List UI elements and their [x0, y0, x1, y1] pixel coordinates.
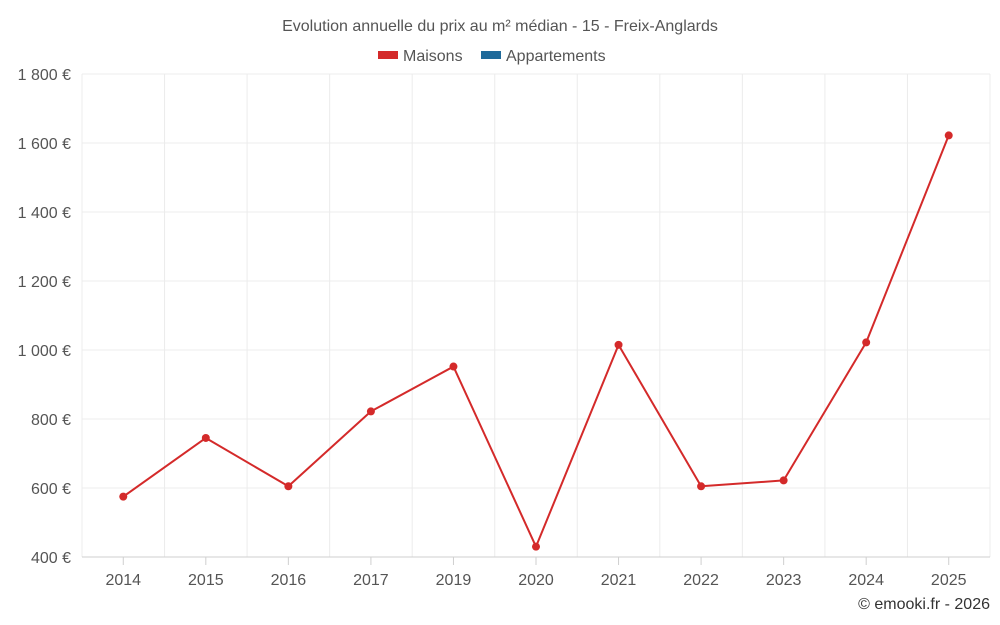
legend-item-appartements[interactable]: Appartements	[481, 48, 606, 65]
data-point[interactable]	[201, 433, 210, 442]
x-tick-label: 2020	[518, 572, 554, 589]
x-tick-label: 2022	[683, 572, 719, 589]
x-tick-label: 2023	[766, 572, 802, 589]
data-point[interactable]	[779, 476, 788, 485]
legend: Maisons Appartements	[378, 48, 606, 65]
data-point[interactable]	[119, 492, 128, 501]
data-point[interactable]	[862, 338, 871, 347]
x-tick-label: 2019	[436, 572, 472, 589]
chart-title: Evolution annuelle du prix au m² médian …	[282, 18, 718, 35]
x-tick-label: 2024	[848, 572, 884, 589]
x-tick-label: 2014	[105, 572, 141, 589]
data-point[interactable]	[944, 131, 953, 140]
y-tick-label: 1 800 €	[18, 67, 71, 84]
legend-swatch-appartements	[481, 51, 501, 59]
grid	[81, 73, 991, 557]
data-point[interactable]	[697, 482, 706, 491]
x-tick-label: 2016	[271, 572, 307, 589]
x-axis: 2014 2015 2016 2017 2019 2020 2021 2022 2023 2024…	[82, 556, 990, 589]
x-tick-label: 2021	[601, 572, 637, 589]
y-tick-label: 1 400 €	[18, 205, 71, 222]
data-point[interactable]	[532, 542, 540, 551]
y-axis: 400 € 600 € 800 € 1 000 € 1 200 € 1 400 € 1 60…	[18, 67, 71, 567]
x-tick-label: 2015	[188, 572, 224, 589]
data-point[interactable]	[284, 482, 293, 491]
y-tick-label: 400 €	[31, 550, 71, 567]
x-tick-label: 2025	[931, 572, 967, 589]
y-tick-label: 800 €	[31, 412, 71, 429]
y-tick-label: 1 200 €	[18, 274, 71, 291]
legend-item-maisons[interactable]: Maisons	[378, 48, 463, 65]
y-tick-label: 1 600 €	[18, 136, 71, 153]
credit-text: © emooki.fr - 2026	[858, 596, 990, 613]
series-maisons	[119, 131, 953, 551]
legend-label-maisons: Maisons	[403, 48, 463, 65]
y-tick-label: 1 000 €	[18, 343, 71, 360]
x-tick-label: 2017	[353, 572, 389, 589]
data-point[interactable]	[614, 340, 623, 349]
data-point[interactable]	[366, 407, 375, 416]
legend-label-appartements: Appartements	[506, 48, 606, 65]
data-point[interactable]	[449, 362, 458, 371]
legend-swatch-maisons	[378, 51, 398, 59]
y-tick-label: 600 €	[31, 481, 71, 498]
